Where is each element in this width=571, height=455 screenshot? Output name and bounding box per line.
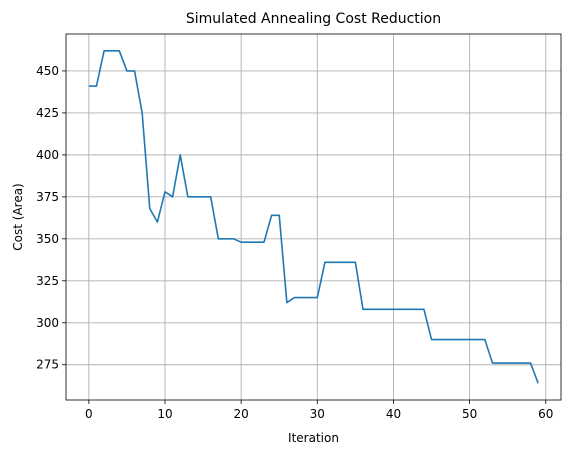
series-layer	[88, 49, 539, 384]
series-line	[88, 49, 539, 384]
y-tick-label: 300	[36, 316, 59, 330]
x-tick-label: 20	[234, 407, 249, 421]
y-tick-label: 425	[36, 106, 59, 120]
x-tick-label: 60	[538, 407, 553, 421]
x-tick-label: 50	[462, 407, 477, 421]
x-tick-label: 30	[310, 407, 325, 421]
plot-frame	[65, 33, 562, 401]
x-tick-label: 10	[157, 407, 172, 421]
y-tick-label: 275	[36, 358, 59, 372]
y-tick-label: 350	[36, 232, 59, 246]
x-tick-label: 40	[386, 407, 401, 421]
y-tick-label: 450	[36, 64, 59, 78]
x-axis-label: Iteration	[288, 431, 339, 445]
x-tick-label: 0	[85, 407, 93, 421]
y-tick-label: 325	[36, 274, 59, 288]
y-axis-label: Cost (Area)	[11, 183, 25, 250]
tick-layer: 0 10 20 30 40 50 60 275 300 325 350 375 400 425 450	[36, 64, 553, 421]
chart-title: Simulated Annealing Cost Reduction	[186, 11, 441, 27]
y-tick-label: 400	[36, 148, 59, 162]
y-tick-label: 375	[36, 190, 59, 204]
